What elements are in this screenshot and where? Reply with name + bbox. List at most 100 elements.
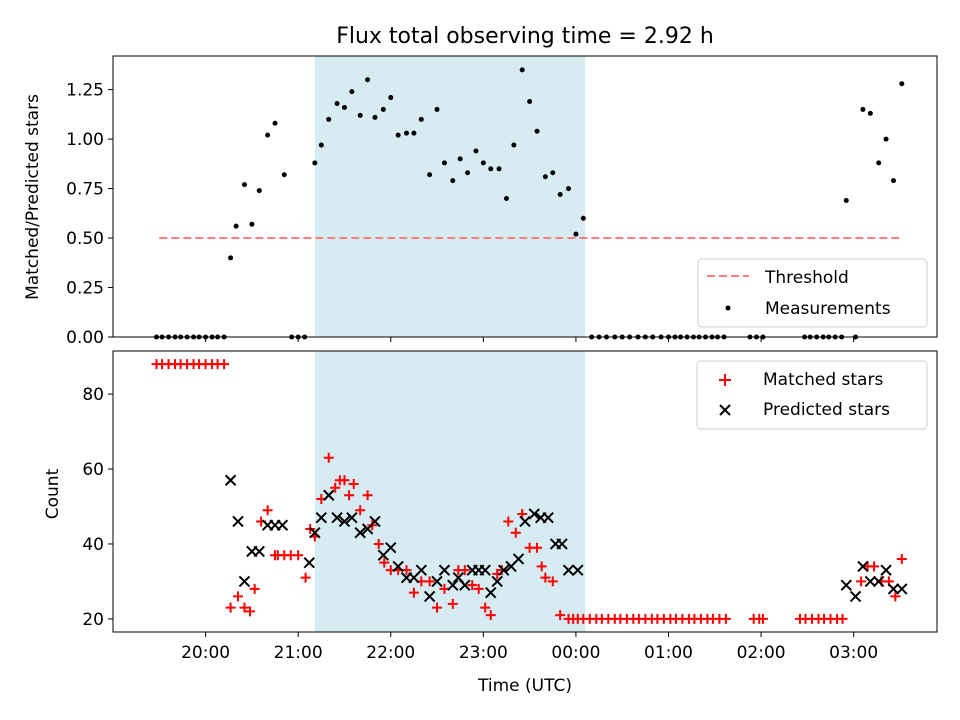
- predicted-star-marker: [415, 564, 428, 576]
- measurement-point: [365, 77, 371, 83]
- legend-matched-label: Matched stars: [763, 370, 883, 390]
- matched-star-marker: [503, 516, 514, 527]
- matched-star-marker: [547, 576, 558, 587]
- predicted-star-marker: [485, 586, 497, 599]
- measurement-point: [511, 142, 517, 148]
- predicted-star-marker: [519, 515, 531, 528]
- predicted-star-marker: [423, 590, 436, 603]
- predicted-star-marker: [491, 575, 503, 588]
- legend-measurements-label: Measurements: [765, 299, 891, 319]
- matched-star-marker: [510, 527, 521, 538]
- measurement-point: [357, 112, 363, 118]
- matched-star-marker: [424, 576, 435, 587]
- matched-star-marker: [249, 583, 260, 594]
- matched-star-marker: [720, 613, 731, 624]
- predicted-star-marker: [887, 583, 900, 595]
- top-ytick-label: 0.50: [66, 229, 104, 249]
- predicted-star-marker: [556, 538, 568, 550]
- predicted-star-marker: [872, 575, 885, 588]
- measurement-point: [557, 192, 563, 198]
- bottom-xtick-label: 21:00: [274, 643, 323, 663]
- predicted-star-marker: [447, 579, 459, 591]
- measurement-point: [480, 160, 486, 166]
- matched-star-marker: [293, 550, 304, 561]
- bottom-ytick-label: 20: [82, 610, 104, 630]
- matched-star-marker: [459, 565, 470, 576]
- measurement-point: [334, 100, 340, 106]
- matched-star-marker: [348, 479, 359, 490]
- matched-star-marker: [355, 505, 366, 516]
- bottom-xtick-label: 00:00: [551, 643, 600, 663]
- measurement-point: [860, 106, 866, 112]
- measurement-point: [418, 116, 424, 122]
- predicted-star-marker: [840, 579, 852, 591]
- predicted-star-marker: [512, 553, 525, 565]
- top-ytick-label: 0.75: [66, 180, 104, 200]
- predicted-star-marker: [431, 575, 443, 588]
- measurement-point: [427, 172, 433, 178]
- measurement-point: [580, 215, 586, 221]
- measurement-point: [380, 106, 386, 112]
- measurement-point: [496, 166, 502, 172]
- predicted-star-marker: [392, 560, 404, 573]
- measurement-point: [281, 172, 287, 178]
- bottom-xtick-label: 03:00: [829, 643, 878, 663]
- bottom-legend: Matched stars Predicted stars: [696, 360, 928, 430]
- matched-star-marker: [467, 580, 478, 591]
- measurement-point: [265, 132, 271, 138]
- predicted-star-marker: [346, 512, 358, 524]
- measurement-point: [527, 99, 533, 105]
- bottom-x-axis-label: Time (UTC): [477, 676, 572, 696]
- predicted-star-marker: [315, 512, 328, 524]
- matched-star-marker: [219, 359, 230, 370]
- predicted-star-marker: [479, 564, 491, 576]
- legend-predicted-swatch: [719, 404, 731, 416]
- measurement-point: [312, 160, 318, 166]
- top-panel: 0.00 0.25 0.50 0.75 1.00 1.25 Flux total obse…: [23, 24, 938, 348]
- matched-star-marker: [496, 565, 507, 576]
- matched-star-marker: [225, 602, 236, 613]
- legend-predicted-label: Predicted stars: [763, 400, 890, 420]
- predicted-star-marker: [331, 512, 343, 524]
- predicted-star-marker: [880, 564, 892, 576]
- measurement-point: [411, 130, 417, 136]
- measurement-point: [249, 221, 255, 227]
- bottom-ytick-label: 60: [82, 460, 104, 480]
- matched-star-marker: [232, 591, 243, 602]
- predicted-star-marker: [438, 564, 451, 576]
- matched-star-marker: [480, 602, 491, 613]
- predicted-star-marker: [354, 527, 366, 539]
- bottom-observing-span: [314, 351, 586, 632]
- measurement-point: [899, 81, 905, 87]
- measurement-point: [550, 170, 556, 176]
- measurement-point: [542, 174, 548, 180]
- predicted-star-marker: [276, 519, 289, 531]
- measurement-point: [566, 186, 572, 192]
- predicted-star-marker: [385, 541, 397, 554]
- measurement-point: [843, 197, 849, 203]
- legend-threshold-label: Threshold: [764, 268, 849, 288]
- measurement-point: [890, 178, 896, 184]
- top-ytick-label: 0.00: [66, 328, 104, 348]
- matched-star-marker: [757, 613, 768, 624]
- predicted-star-marker: [224, 474, 237, 486]
- matched-star-marker: [485, 610, 496, 621]
- predicted-star-marker: [896, 583, 908, 595]
- measurement-point: [403, 130, 409, 136]
- bottom-xtick-label: 22:00: [366, 643, 415, 663]
- bottom-axes-frame: [112, 350, 938, 633]
- matched-star-marker: [532, 542, 543, 553]
- measurement-point: [867, 110, 873, 116]
- measurement-point: [519, 67, 525, 73]
- legend-matched-swatch: [719, 374, 731, 386]
- bottom-ytick-label: 80: [82, 385, 104, 405]
- predicted-star-marker: [238, 575, 251, 588]
- matched-star-marker: [408, 587, 419, 598]
- matched-star-marker: [837, 613, 848, 624]
- top-chart-title: Flux total observing time = 2.92 h: [336, 24, 714, 49]
- measurement-point: [450, 178, 456, 184]
- bottom-legend-box: [696, 360, 928, 430]
- measurement-point: [441, 160, 447, 166]
- measurement-point: [573, 231, 579, 237]
